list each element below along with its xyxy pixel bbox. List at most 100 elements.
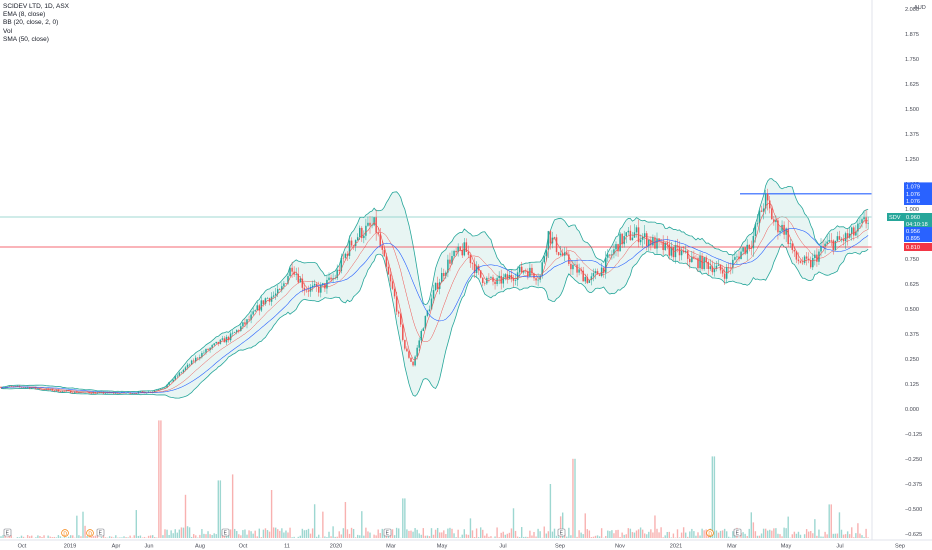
candle [705,255,707,269]
candle [709,259,712,271]
volume-bar [428,536,431,538]
candle [422,327,425,332]
currency-label: AUD [914,5,926,11]
price-tag-label: 0.960 [906,215,920,221]
event-marker[interactable]: D [86,529,94,538]
volume-bar [516,536,519,538]
volume-bar [764,528,767,538]
volume-bar [104,537,107,538]
event-marker[interactable]: E [96,528,105,537]
candle [592,268,595,282]
event-marker[interactable]: E [383,528,392,537]
volume-bar [826,534,828,538]
candle [762,203,765,220]
price-axis[interactable]: AUD 2.6252.5002.3752.2502.1252.0001.8751… [871,0,932,550]
volume-bar [598,536,601,538]
volume-bar [305,529,308,538]
volume-bar [219,480,222,538]
candle [348,235,351,260]
price-tick: −0.500 [905,507,922,513]
volume-bar [147,535,150,538]
volume-bar [808,531,810,538]
candle [217,341,220,347]
candle [707,260,709,276]
event-marker[interactable]: E [733,528,742,537]
volume-bar [43,535,45,538]
candle [625,231,627,244]
volume-bar [631,532,634,538]
event-marker[interactable]: D [706,529,714,538]
volume-bar [307,528,310,538]
volume-bar [293,536,295,538]
candle [248,315,250,322]
candle [402,323,404,342]
sma-line [0,228,869,394]
volume-bar [268,531,271,538]
volume-bar [342,528,345,538]
price-tag: 0.895 [904,234,932,242]
candle [69,390,72,393]
volume-bar [137,535,140,538]
volume-bar [301,528,304,538]
volume-bar [750,512,752,538]
candle [342,253,345,263]
volume-bar [201,529,203,538]
event-marker[interactable]: E [557,528,566,537]
volume-bar [785,528,787,538]
candle [814,250,816,266]
volume-bar [373,534,375,538]
volume-bar [84,525,86,538]
candle [851,226,853,241]
volume-bar [863,537,865,538]
candle [430,294,433,310]
volume-bar [547,531,550,538]
time-tick: Nov [615,544,625,550]
price-tick: 1.375 [905,132,919,138]
volume-bar [475,528,478,538]
volume-bar [842,534,845,538]
candle [199,354,201,361]
candle [301,273,304,293]
volume-bar [434,529,437,538]
volume-bar [244,529,246,538]
volume-bar [682,527,685,538]
candle [711,260,714,276]
volume-bar [767,530,769,538]
volume-bar [629,528,632,538]
volume-bar [596,535,599,538]
candle [867,216,869,230]
candle [215,341,217,344]
candle [518,266,521,278]
volume-bar [812,533,814,538]
candle [445,270,447,280]
candle [453,249,455,259]
candle [799,259,802,264]
volume-bar [723,528,726,538]
candle [605,251,607,279]
event-marker[interactable]: D [61,529,69,538]
volume-bar [666,531,668,538]
volume-bar [236,531,238,538]
volume-bar [844,534,847,538]
candle [795,251,798,264]
time-axis[interactable]: Oct 2019 Apr Jun Aug Oct 11 2020 Mar May Jul Sep Nov… [0,539,932,550]
event-marker[interactable]: E [221,528,230,537]
volume-bar [361,511,363,538]
candle [744,247,746,256]
candle [643,225,646,245]
volume-bar [418,533,420,538]
price-tag-label: 0.810 [906,245,920,251]
candle [197,357,199,361]
candle [272,291,275,299]
candle [662,235,664,256]
candle [484,281,486,286]
event-marker[interactable]: E [3,528,12,537]
volume-bar [691,528,693,538]
volume-bar [336,536,338,538]
volume-bar [498,537,500,538]
candle [420,329,422,343]
candle [801,257,804,265]
candle [170,381,172,383]
volume-bar [262,529,265,538]
